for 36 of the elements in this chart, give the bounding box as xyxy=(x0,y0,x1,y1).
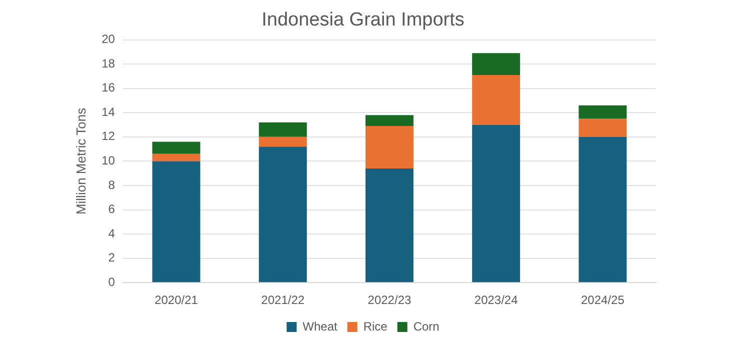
bar xyxy=(258,146,307,282)
bar xyxy=(152,142,200,154)
bar xyxy=(472,75,520,125)
y-tick-label: 18 xyxy=(102,56,116,70)
bar xyxy=(578,105,627,119)
x-tick-label: 2022/23 xyxy=(368,293,412,308)
y-tick-label: 16 xyxy=(102,80,116,95)
bar xyxy=(472,53,520,76)
chart-title: Indonesia Grain Imports xyxy=(262,10,464,31)
legend-label: Corn xyxy=(413,319,440,334)
x-tick-label: 2024/25 xyxy=(581,293,625,308)
bar xyxy=(365,115,414,126)
y-tick-label: 12 xyxy=(102,129,116,144)
x-tick-label: 2021/22 xyxy=(261,293,305,308)
bar xyxy=(258,136,307,147)
y-tick-label: 6 xyxy=(108,202,116,216)
y-tick-label: 10 xyxy=(102,154,116,168)
y-tick-label: 14 xyxy=(102,104,116,119)
y-tick-label: 4 xyxy=(108,226,116,240)
bar xyxy=(152,154,200,162)
x-tick-label: 2023/24 xyxy=(474,293,518,308)
bar xyxy=(152,161,200,282)
bar xyxy=(578,118,627,137)
x-tick-label: 2020/21 xyxy=(154,293,198,308)
bar xyxy=(365,126,414,168)
legend-label: Rice xyxy=(363,319,388,334)
bar xyxy=(365,168,414,282)
y-tick-label: 20 xyxy=(102,32,116,46)
y-axis-title: Million Metric Tons xyxy=(73,107,88,215)
bar xyxy=(258,122,307,137)
bar xyxy=(472,124,520,282)
y-tick-label: 8 xyxy=(108,178,116,192)
legend-label: Wheat xyxy=(302,319,338,334)
y-tick-label: 2 xyxy=(108,250,116,265)
bar xyxy=(578,136,627,282)
y-tick-label: 0 xyxy=(108,274,116,289)
